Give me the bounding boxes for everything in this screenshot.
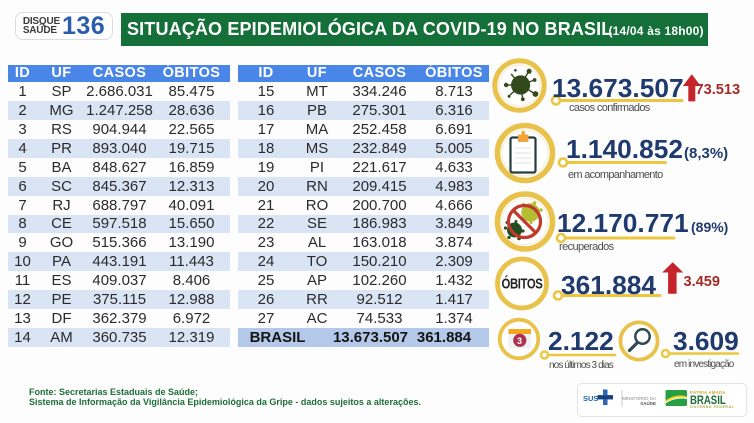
- svg-text:ÓBITOS: ÓBITOS: [502, 275, 543, 293]
- svg-text:3: 3: [517, 336, 522, 346]
